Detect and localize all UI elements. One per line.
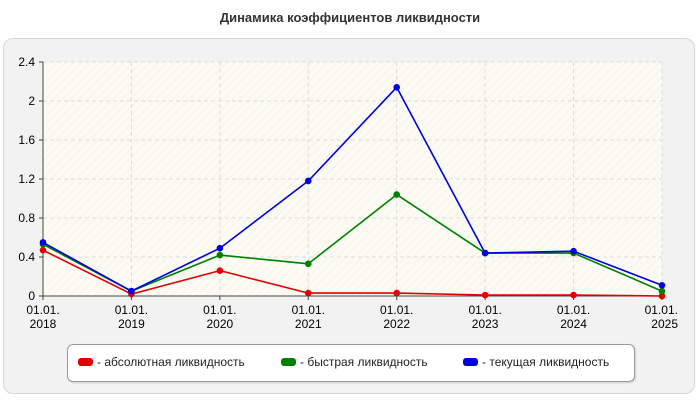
x-tick-label: 01.01. [115,303,148,317]
series-point-2 [658,281,666,289]
series-point-2 [128,287,135,295]
series-point-0 [481,291,489,299]
x-tick-label-year: 2023 [472,317,499,331]
chart-legend: - абсолютная ликвидность - быстрая ликви… [67,344,635,382]
x-tick-label-year: 2024 [560,317,587,331]
y-tick-label: 1.2 [18,172,35,186]
series-point-1 [216,251,224,259]
x-tick-label: 01.01. [26,303,59,317]
legend-label-quick: - быстрая ликвидность [300,355,428,369]
x-tick-label: 01.01. [468,303,501,317]
legend-item-current: - текущая ликвидность [463,355,609,369]
axes [39,61,663,300]
series-point-0 [216,267,224,274]
legend-label-current: - текущая ликвидность [482,355,610,369]
tick-labels: 00.40.81.21.622.401.01.201801.01.201901.… [18,55,678,331]
x-tick-label-year: 2022 [383,317,410,331]
series-point-2 [216,244,224,252]
x-tick-label: 01.01. [203,303,236,317]
series-line-0 [42,249,663,297]
legend-item-quick: - быстрая ликвидность [281,355,428,369]
series-point-1 [658,287,666,295]
legend-label-absolute: - абсолютная ликвидность [97,355,245,369]
y-tick-label: 0.8 [18,211,35,225]
y-tick-label: 1.6 [18,133,35,147]
series-point-0 [393,289,401,297]
series-point-1 [393,191,401,198]
x-tick-label-year: 2021 [295,317,322,331]
y-tick-label: 0 [28,289,35,303]
x-tick-label: 01.01. [292,303,325,317]
chart-title: Динамика коэффициентов ликвидности [219,10,481,25]
series-point-2 [304,177,312,185]
x-tick-label: 01.01. [557,303,590,317]
x-tick-label-year: 2025 [651,317,678,331]
series-point-0 [658,292,666,300]
series-line-1 [42,193,663,292]
legend-swatch-quick [281,357,296,366]
y-tick-label: 2 [28,94,35,108]
grid-lines [43,61,663,296]
legend-item-absolute: - абсолютная ликвидность [78,355,245,369]
series-point-2 [393,84,401,91]
x-tick-label: 01.01. [380,303,413,317]
x-tick-label-year: 2019 [118,317,145,331]
series-line-2 [42,86,663,292]
series-lines [39,84,666,300]
legend-swatch-absolute [78,357,93,366]
series-point-1 [304,260,312,268]
series-point-2 [481,249,489,257]
series-point-2 [570,247,577,255]
series-point-0 [39,246,47,254]
series-point-0 [570,291,577,299]
y-tick-label: 0.4 [18,250,35,264]
legend-swatch-current [463,357,478,366]
series-point-2 [39,239,47,246]
x-tick-label: 01.01. [645,303,678,317]
x-tick-label-year: 2020 [207,317,234,331]
y-tick-label: 2.4 [18,55,35,69]
x-tick-label-year: 2018 [30,317,57,331]
series-point-0 [304,289,312,297]
